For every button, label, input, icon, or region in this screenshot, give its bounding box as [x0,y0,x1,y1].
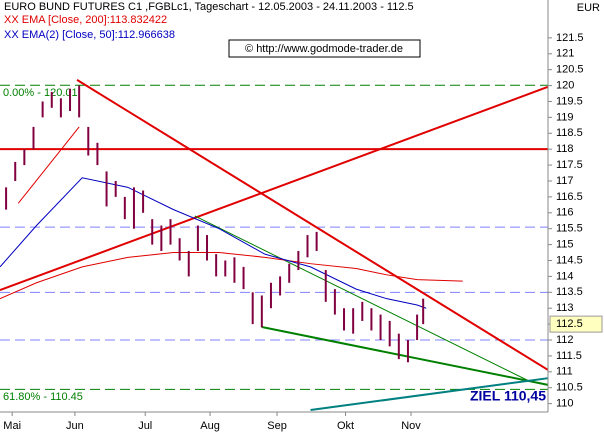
trendline [0,85,549,292]
x-tick-label: Mai [3,420,21,432]
y-tick-label: 118 [556,143,574,155]
trendline [261,326,549,386]
y-tick-label: 117 [556,175,574,187]
x-tick-label: Sep [267,420,287,432]
x-tick-label: Aug [200,420,220,432]
currency: EUR [577,2,600,14]
last-price-box [549,315,603,333]
y-tick-label: 119 [556,111,574,123]
trendline [17,126,80,204]
level-label: 0.00% - 120.01 [3,87,78,99]
trendline [194,215,530,382]
y-tick-label: 119.5 [556,95,583,107]
y-tick-label: 114 [556,270,574,282]
x-tick-label: Nov [401,420,421,432]
trendline [76,78,549,371]
copyright-box [228,39,421,58]
y-tick-label: 120 [556,79,574,91]
chart-title: EURO BUND FUTURES C1 ,FGBLc1, Tageschart… [4,1,414,13]
y-tick-label: 110.5 [556,382,583,394]
y-tick-label: 111 [556,366,573,378]
y-tick-label: 110 [556,398,574,410]
y-tick-label: 121 [556,48,574,60]
y-tick-label: 113.5 [556,286,583,298]
last-price-label: 112.5 [556,318,583,330]
x-tick-label: Jul [138,420,152,432]
y-tick-label: 121.5 [556,32,584,44]
y-tick-label: 113 [556,302,574,314]
target-label: ZIEL 110,45 [470,388,546,404]
copyright: © http://www.godmode-trader.de [245,43,403,55]
y-tick-label: 112 [556,334,574,346]
y-tick-label: 111.5 [556,350,582,362]
legend-entry: XX EMA [Close, 200]:113.832422 [4,14,167,26]
ema-line [0,252,463,300]
legend-entry: XX EMA(2) [Close, 50]:112.966638 [4,29,175,41]
y-tick-label: 115 [556,239,574,251]
y-tick-label: 116.5 [556,191,583,203]
ema-line [0,177,427,309]
x-tick-label: Okt [337,420,354,432]
y-tick-label: 117.5 [556,159,583,171]
trendline [310,377,549,411]
y-tick-label: 118.5 [556,127,583,139]
y-tick-label: 114.5 [556,254,583,266]
y-tick-label: 120.5 [556,64,584,76]
x-tick-label: Jun [66,420,84,432]
level-label: 61.80% - 110.45 [3,391,83,403]
y-tick-label: 116 [556,207,574,219]
y-tick-label: 115.5 [556,223,583,235]
